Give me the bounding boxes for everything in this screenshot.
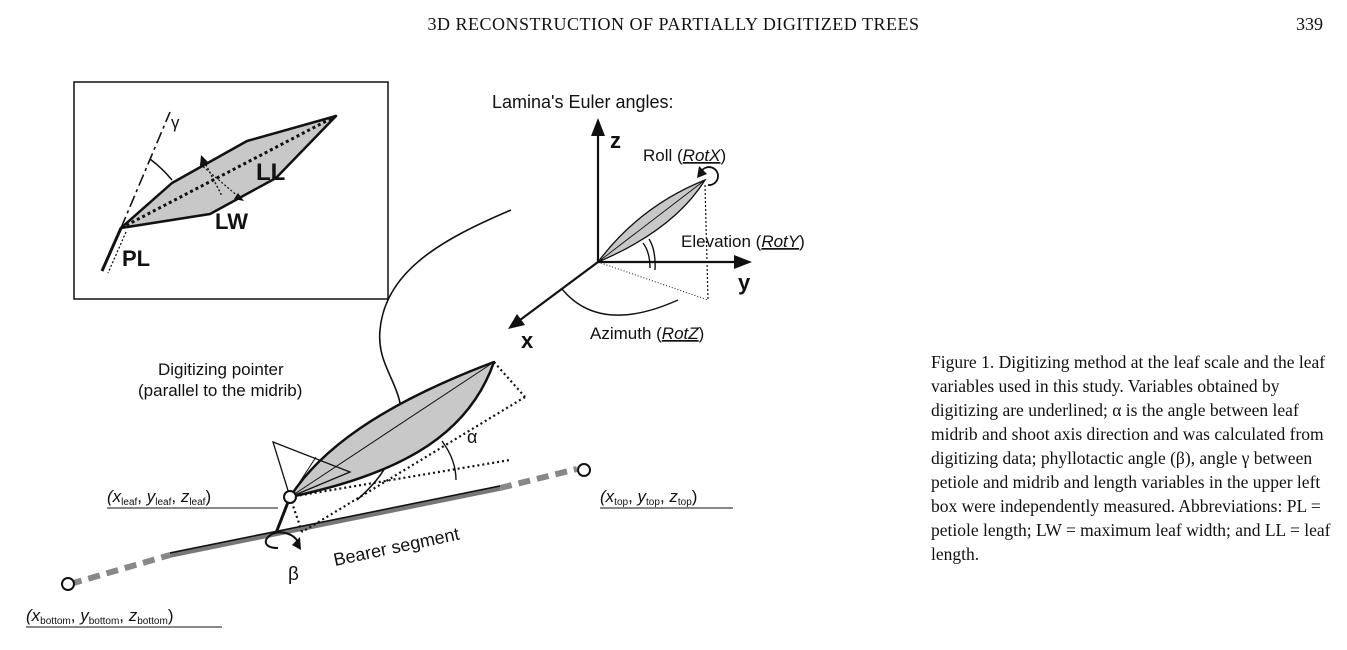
inset-pl-label: PL [122,246,150,271]
coord-top-label: (xtop, ytop, ztop) [600,487,733,509]
coord-leaf-label: (xleaf, yleaf, zleaf) [107,487,278,509]
euler-title: Lamina's Euler angles: [492,92,674,112]
running-title: 3D RECONSTRUCTION OF PARTIALLY DIGITIZED… [427,14,920,34]
x-axis-arrow [508,314,525,329]
roll-label: Roll (RotX) [643,146,726,165]
bearer-segment [169,485,501,558]
inset-lw-label: LW [215,209,248,234]
coord-bottom-label: (xbottom, ybottom, zbottom) [26,606,222,628]
elevation-label: Elevation (RotY) [681,232,805,251]
y-axis-arrow [734,255,752,269]
bearer-segment-label: Bearer segment [332,524,461,570]
svg-text:(xtop, ytop, ztop): (xtop, ytop, ztop) [600,487,697,508]
z-axis-arrow [591,118,605,136]
figure-caption: Figure 1. Digitizing method at the leaf … [931,352,1331,564]
pointer-label-line2: (parallel to the midrib) [138,381,302,400]
pointer-tip [271,440,352,498]
beta-label: β [288,564,299,585]
alpha-label: α [467,427,477,447]
euler-diagram: Lamina's Euler angles: z y x Roll (RotX)… [492,92,805,353]
inset-gamma-label: γ [171,113,180,132]
top-point [577,463,591,477]
svg-text:(xleaf, yleaf, zleaf): (xleaf, yleaf, zleaf) [107,487,211,508]
azimuth-label: Azimuth (RotZ) [590,324,704,343]
leaf-point [283,490,297,504]
inset-box: γ LL LW PL [73,81,389,300]
pointer-label-line1: Digitizing pointer [158,360,284,379]
svg-text:(xbottom, ybottom, zbottom): (xbottom, ybottom, zbottom) [26,606,173,627]
z-axis-label: z [610,128,621,153]
inset-ll-label: LL [256,159,285,186]
bottom-point [61,577,75,591]
page-number: 339 [1296,14,1323,34]
x-axis-label: x [521,328,534,353]
figure-1: γ LL LW PL Lamina's Euler angles: z y x … [26,81,805,628]
y-axis-label: y [738,270,751,295]
